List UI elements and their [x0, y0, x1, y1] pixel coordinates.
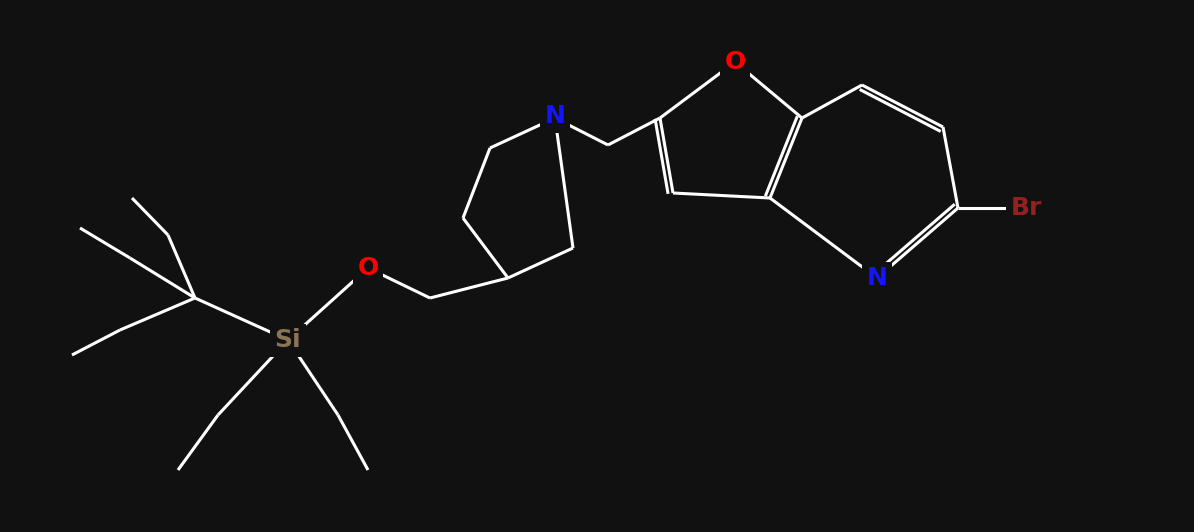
Text: O: O — [725, 50, 745, 74]
Text: Si: Si — [275, 328, 301, 352]
Text: N: N — [544, 104, 566, 128]
Text: Br: Br — [1010, 196, 1041, 220]
Text: N: N — [867, 266, 887, 290]
Text: O: O — [357, 256, 378, 280]
